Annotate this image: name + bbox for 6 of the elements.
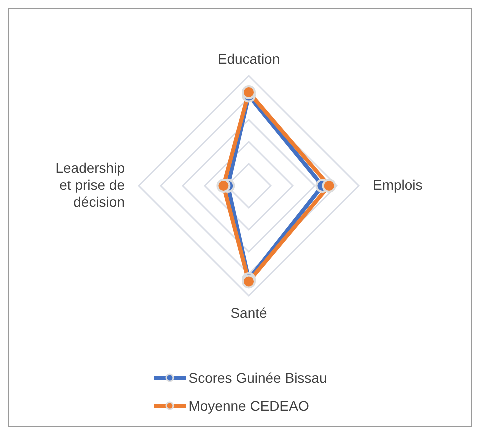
spoke-label: Santé xyxy=(230,304,268,321)
legend-label: Scores Guinée Bissau xyxy=(188,370,328,386)
spoke-label: Leadership et prise de décision xyxy=(56,160,126,210)
spoke-label: Emplois xyxy=(373,176,423,193)
spoke-label: Education xyxy=(218,50,280,67)
legend-label: Moyenne CEDEAO xyxy=(188,398,310,414)
